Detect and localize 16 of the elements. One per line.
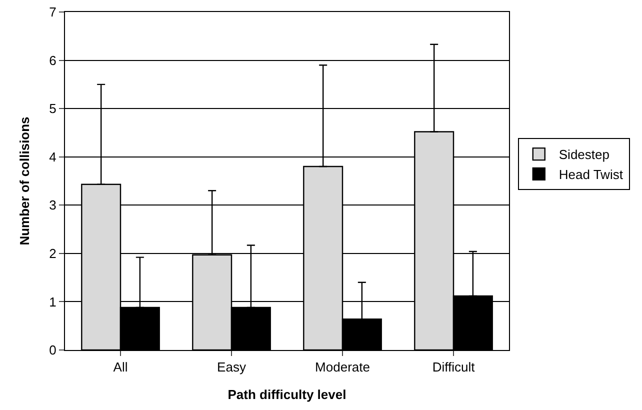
y-axis-title: Number of collisions [17,116,32,246]
y-tick-label: 4 [49,149,56,164]
x-tick-label: Moderate [315,360,370,375]
y-tick-label: 1 [49,294,56,310]
y-tick-label: 5 [49,101,56,116]
y-tick-label: 0 [49,342,56,358]
x-tick-label: All [113,360,128,375]
y-tick-label: 3 [49,198,56,213]
legend-label: Sidestep [558,147,610,162]
y-tick-label: 6 [49,52,56,68]
legend-label: Head Twist [558,167,624,182]
x-axis-title: Path difficulty level [228,387,346,402]
x-tick-label: Easy [217,360,246,375]
y-tick-label: 2 [49,246,56,261]
y-tick-label: 7 [49,4,56,20]
x-tick-label: Difficult [432,360,476,375]
